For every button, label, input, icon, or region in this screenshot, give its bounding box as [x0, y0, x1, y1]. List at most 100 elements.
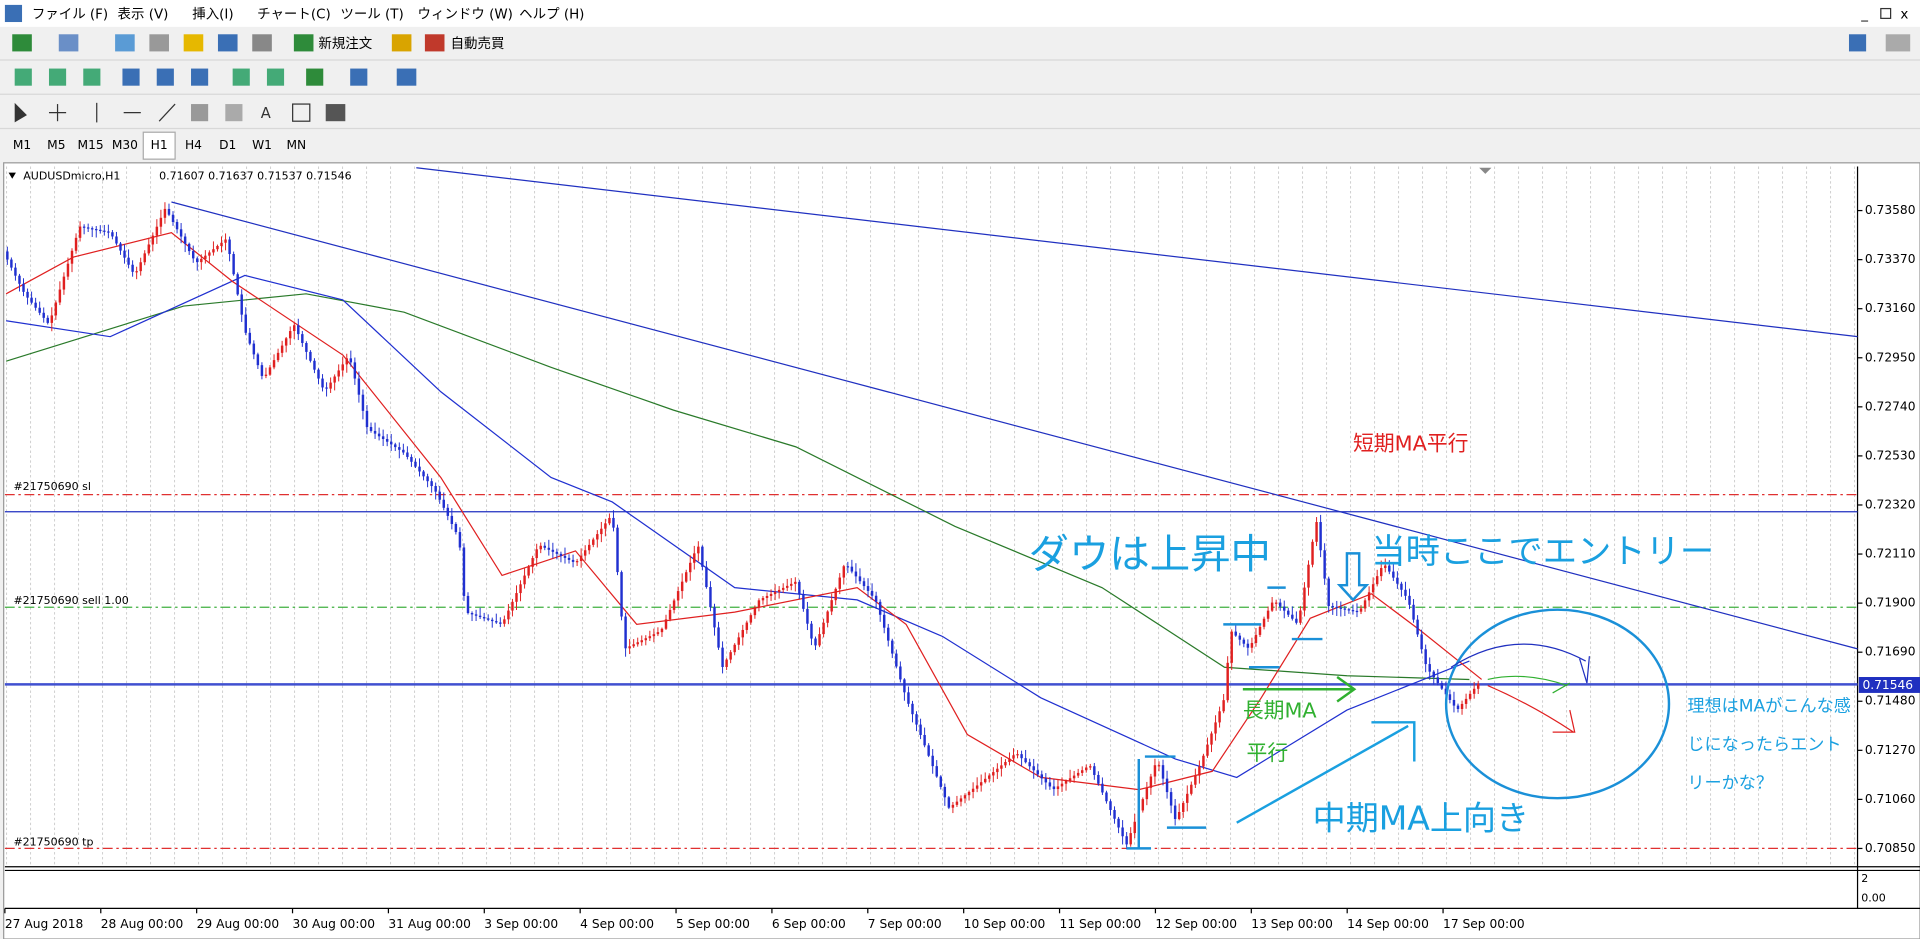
candle-body	[729, 652, 732, 660]
candle-body	[499, 622, 502, 624]
candle-body	[1064, 780, 1068, 784]
candle-body	[1222, 700, 1225, 712]
candle-body	[232, 254, 235, 275]
date-label: 31 Aug 00:00	[388, 917, 471, 931]
app-icon	[4, 4, 23, 23]
ohlc: 0.71607 0.71637 0.71537 0.71546	[159, 169, 351, 182]
candle-body	[357, 378, 361, 395]
candle-body	[781, 587, 785, 590]
candle-body	[163, 208, 167, 218]
candle-body	[86, 227, 90, 229]
candle-body	[1125, 836, 1128, 845]
menu-item[interactable]: 挿入(I)	[192, 7, 233, 23]
timeframe-button[interactable]: M1	[13, 138, 31, 152]
timeframe-button[interactable]: MN	[286, 138, 306, 152]
candle-body	[1460, 703, 1464, 709]
timeframe-button[interactable]: M5	[47, 138, 65, 152]
candle-body	[1157, 765, 1161, 767]
candle-body	[963, 795, 967, 799]
candle-body	[1432, 671, 1435, 678]
candle-body	[939, 776, 942, 787]
candle-body	[967, 791, 971, 796]
date-label: 3 Sep 00:00	[484, 917, 558, 931]
candle-body	[567, 557, 571, 560]
menu-item[interactable]: ウィンドウ (W)	[418, 7, 513, 23]
candle-body	[147, 244, 150, 254]
candle-body	[1202, 755, 1205, 767]
candle-body	[30, 297, 33, 303]
timeframe-button[interactable]: M15	[78, 138, 104, 152]
menu-item[interactable]: 表示 (V)	[118, 7, 169, 23]
candle-body	[50, 315, 54, 323]
candle-body	[680, 581, 684, 592]
candle-body	[1408, 595, 1411, 605]
candle-body	[951, 804, 955, 808]
timeframe-button[interactable]: H1	[151, 138, 168, 152]
candle-body	[1319, 522, 1322, 551]
candle-body	[317, 369, 320, 379]
candle-body	[212, 249, 215, 253]
timeframe-button[interactable]: W1	[252, 138, 272, 152]
candle-body	[705, 566, 708, 588]
candle-body	[175, 222, 179, 230]
candle-body	[644, 638, 648, 641]
candle-body	[802, 594, 805, 609]
timeframe-button[interactable]: H4	[185, 138, 202, 152]
menu-item[interactable]: ヘルプ (H)	[519, 7, 584, 23]
candle-body	[1452, 699, 1456, 706]
candle-body	[402, 449, 405, 453]
menu-item[interactable]: ツール (T)	[340, 8, 403, 23]
candle-body	[539, 545, 542, 550]
candle-body	[1105, 792, 1108, 802]
date-label: 6 Sep 00:00	[772, 917, 846, 931]
candle-body	[458, 532, 462, 548]
long-ma	[5, 293, 1470, 681]
candle-body	[919, 724, 922, 735]
date-label: 13 Sep 00:00	[1251, 917, 1333, 931]
new-order-button[interactable]: 新規注文	[318, 36, 372, 52]
window-min[interactable]: _	[1860, 8, 1868, 23]
timeframe-selected	[142, 131, 176, 160]
timeframe-button[interactable]: M30	[112, 138, 138, 152]
candle-body	[1258, 626, 1262, 635]
candle-body	[179, 229, 183, 237]
candle-body	[1012, 755, 1015, 759]
menu-item[interactable]: チャート(C)	[257, 8, 331, 23]
candle-body	[1169, 792, 1173, 806]
candle-body	[927, 745, 930, 756]
candle-body	[1347, 609, 1351, 611]
menu-item[interactable]: ファイル (F)	[32, 8, 108, 23]
candle-body	[268, 367, 272, 375]
candle-body	[123, 250, 126, 258]
price-label: 0.71480	[1865, 694, 1916, 708]
timeframe-button[interactable]: D1	[219, 138, 236, 152]
candle-body	[1020, 754, 1023, 759]
candle-body	[693, 553, 696, 563]
candle-body	[369, 427, 373, 431]
candle-body	[1210, 733, 1213, 745]
candle-body	[1254, 634, 1258, 643]
window-restore[interactable]	[1880, 7, 1892, 19]
candle-body	[244, 314, 247, 333]
timeframes: M1 M5 M15 M30 H1 H4 D1 W1 MN	[13, 131, 306, 160]
candle-body	[1311, 541, 1314, 565]
price-label: 0.72530	[1865, 448, 1916, 462]
date-label: 12 Sep 00:00	[1155, 917, 1237, 931]
candle-body	[1355, 610, 1359, 613]
candle-body	[1388, 565, 1391, 572]
candle-body	[410, 456, 413, 462]
candle-body	[438, 491, 441, 500]
candle-body	[18, 275, 21, 284]
window-close[interactable]: x	[1900, 8, 1908, 23]
candle-body	[1024, 758, 1027, 763]
candle-body	[1323, 550, 1326, 579]
candle-body	[90, 228, 94, 230]
candle-body	[313, 360, 316, 370]
trendline	[416, 167, 1858, 338]
candle-body	[737, 637, 740, 645]
auto-trading-button[interactable]: 自動売買	[451, 36, 505, 52]
candle-body	[1278, 602, 1282, 607]
candle-body	[818, 634, 821, 646]
candle-body	[1097, 774, 1100, 784]
candle-body	[1214, 722, 1217, 734]
